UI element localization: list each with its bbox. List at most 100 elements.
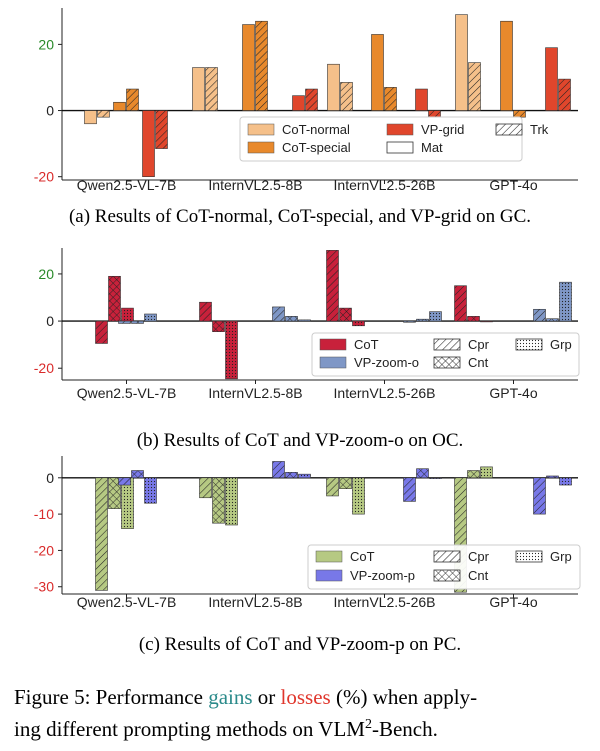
- bar-vp-zoom-p-cpr-gpt-4o-pattern: [533, 477, 546, 515]
- bar-vp-zoom-p-grp-gpt-4o-pattern: [559, 477, 572, 486]
- bar-cot-special-mat-qwen2-5-vl-7b: [113, 101, 126, 111]
- bar-cot-normal-mat-gpt-4o: [455, 14, 468, 111]
- legend-cpr-label: Cpr: [468, 337, 490, 352]
- caption-c: (c) Results of CoT and VP-zoom-p on PC.: [139, 634, 461, 655]
- legend-grp-label: Grp: [550, 549, 572, 564]
- bar-cot-normal-mat-internvl2-5-8b: [192, 67, 205, 111]
- bar-cot-special-trk-qwen2-5-vl-7b-pattern: [126, 89, 139, 111]
- bar-cot-grp-internvl2-5-8b-pattern: [225, 321, 238, 379]
- x-tick-label-qwen2-5-vl-7b: Qwen2.5-VL-7B: [77, 594, 177, 610]
- y-tick-label: 20: [38, 266, 54, 282]
- y-tick-label: -20: [34, 360, 54, 376]
- bar-vp-grid-mat-qwen2-5-vl-7b: [142, 110, 155, 177]
- bar-cot-normal-mat-qwen2-5-vl-7b: [84, 110, 97, 125]
- bar-vp-zoom-o-cnt-qwen2-5-vl-7b-pattern: [131, 321, 144, 324]
- bar-cot-grp-qwen2-5-vl-7b-pattern: [121, 477, 134, 529]
- x-tick-label-gpt-4o: GPT-4o: [489, 177, 537, 193]
- bar-cot-cpr-gpt-4o-pattern: [454, 285, 467, 322]
- x-tick-label-internvl2-5-26b: InternVL2.5-26B: [334, 385, 436, 401]
- x-tick-label-internvl2-5-8b: InternVL2.5-8B: [208, 594, 302, 610]
- bar-cot-grp-gpt-4o-pattern: [480, 321, 493, 322]
- legend-vp-zoom-p-swatch: [315, 569, 343, 582]
- chart-gc: -20 0 20 Qwen2.5-VL-7B InternVL2.5-8B InternV…: [34, 8, 578, 193]
- bar-cot-special-mat-gpt-4o: [500, 20, 513, 111]
- bar-cot-normal-trk-internvl2-5-26b-pattern: [340, 82, 353, 111]
- x-tick-label-gpt-4o: GPT-4o: [489, 385, 537, 401]
- bar-cot-special-mat-internvl2-5-8b: [242, 24, 255, 111]
- legend-cot-normal-swatch: [247, 123, 275, 136]
- bar-cot-cpr-internvl2-5-26b-pattern: [326, 250, 339, 322]
- legend-cnt-swatch-pattern: [434, 357, 460, 368]
- bar-cot-grp-internvl2-5-26b-pattern: [352, 321, 365, 326]
- legend-cot-label: CoT: [350, 549, 375, 564]
- bar-vp-zoom-o-grp-qwen2-5-vl-7b-pattern: [144, 314, 157, 322]
- figure-caption-sup: 2: [365, 717, 372, 732]
- bar-cot-normal-trk-gpt-4o-pattern: [468, 62, 481, 111]
- bar-vp-zoom-o-cnt-gpt-4o-pattern: [546, 318, 559, 322]
- legend-cnt-swatch-pattern: [434, 570, 460, 581]
- legend-vp-zoom-p-label: VP-zoom-p: [350, 568, 415, 583]
- legend-cot-label: CoT: [354, 337, 379, 352]
- figure-caption-lead: Figure 5: Performance: [14, 685, 208, 709]
- bar-cot-cnt-internvl2-5-8b-pattern: [212, 321, 225, 332]
- legend-box: [311, 332, 580, 377]
- figure-caption-gains: gains: [208, 685, 252, 709]
- figure-caption-line2-post: -Bench.: [372, 717, 438, 741]
- bar-cot-special-trk-gpt-4o-pattern: [513, 110, 526, 118]
- bar-cot-cpr-qwen2-5-vl-7b-pattern: [95, 477, 108, 591]
- bar-cot-cnt-gpt-4o-pattern: [467, 316, 480, 322]
- bar-cot-cpr-qwen2-5-vl-7b-pattern: [95, 321, 108, 344]
- y-tick-label: -20: [34, 542, 54, 558]
- figure-caption-losses: losses: [281, 685, 331, 709]
- bar-cot-special-mat-internvl2-5-26b: [371, 34, 384, 111]
- bar-cot-cpr-internvl2-5-26b-pattern: [326, 477, 339, 496]
- caption-b: (b) Results of CoT and VP-zoom-o on OC.: [137, 430, 464, 451]
- bar-vp-grid-trk-gpt-4o-pattern: [558, 79, 571, 111]
- x-tick-label-internvl2-5-26b: InternVL2.5-26B: [334, 594, 436, 610]
- figure-caption-line-2: ing different prompting methods on VLM2-…: [14, 717, 438, 741]
- bar-vp-zoom-p-cnt-internvl2-5-8b-pattern: [285, 472, 298, 478]
- bar-vp-zoom-o-cpr-gpt-4o-pattern: [533, 309, 546, 322]
- bar-vp-zoom-p-grp-qwen2-5-vl-7b-pattern: [144, 477, 157, 504]
- y-tick-label: 0: [46, 470, 54, 486]
- bar-cot-cnt-internvl2-5-26b-pattern: [339, 477, 352, 489]
- bar-cot-special-trk-internvl2-5-26b-pattern: [384, 87, 397, 111]
- legend-cpr-swatch-pattern: [434, 551, 460, 562]
- y-tick-label: -10: [34, 506, 54, 522]
- x-tick-label-internvl2-5-26b: InternVL2.5-26B: [334, 177, 436, 193]
- legend: CoT-normal VP-grid Trk CoT-special Mat: [239, 116, 549, 162]
- bar-cot-grp-internvl2-5-26b-pattern: [352, 477, 365, 515]
- chart-oc: -20 0 20 Qwen2.5-VL-7B InternVL2.5-8B InternV…: [34, 248, 580, 401]
- legend-cot-special-label: CoT-special: [282, 140, 351, 155]
- bar-cot-grp-internvl2-5-8b-pattern: [225, 477, 238, 525]
- figure-caption-rest: (%) when apply-: [331, 685, 477, 709]
- y-tick-label: 0: [46, 103, 54, 119]
- x-tick-label-gpt-4o: GPT-4o: [489, 594, 537, 610]
- legend-box: [239, 116, 523, 162]
- bar-vp-grid-mat-internvl2-5-8b: [292, 95, 305, 111]
- bar-cot-cnt-internvl2-5-26b-pattern: [339, 308, 352, 322]
- legend-cpr-label: Cpr: [468, 549, 490, 564]
- bar-vp-zoom-o-cpr-qwen2-5-vl-7b-pattern: [118, 321, 131, 324]
- bar-cot-cnt-gpt-4o-pattern: [467, 470, 480, 478]
- legend-cot-swatch: [319, 338, 347, 351]
- bar-cot-grp-gpt-4o-pattern: [480, 466, 493, 478]
- bar-vp-zoom-o-cpr-internvl2-5-8b-pattern: [272, 306, 285, 322]
- bar-cot-cnt-internvl2-5-8b-pattern: [212, 477, 225, 524]
- legend: CoT Cpr Grp VP-zoom-o Cnt: [311, 332, 580, 377]
- legend-box: [307, 544, 581, 590]
- bar-vp-zoom-o-grp-internvl2-5-8b-pattern: [298, 319, 311, 322]
- bar-cot-cpr-internvl2-5-8b-pattern: [199, 477, 212, 498]
- figure-caption-or: or: [253, 685, 281, 709]
- legend-cnt-label: Cnt: [468, 568, 489, 583]
- bar-vp-zoom-o-grp-gpt-4o-pattern: [559, 282, 572, 322]
- figure-caption-line-1: Figure 5: Performance gains or losses (%…: [14, 685, 477, 709]
- y-tick-label: -30: [34, 579, 54, 595]
- legend-grp-swatch-pattern: [516, 339, 542, 350]
- bar-vp-zoom-p-cnt-internvl2-5-26b-pattern: [416, 468, 429, 478]
- legend-mat-label: Mat: [421, 140, 443, 155]
- legend-cot-special-swatch: [247, 141, 275, 154]
- x-tick-label-internvl2-5-8b: InternVL2.5-8B: [208, 177, 302, 193]
- x-tick-label-internvl2-5-8b: InternVL2.5-8B: [208, 385, 302, 401]
